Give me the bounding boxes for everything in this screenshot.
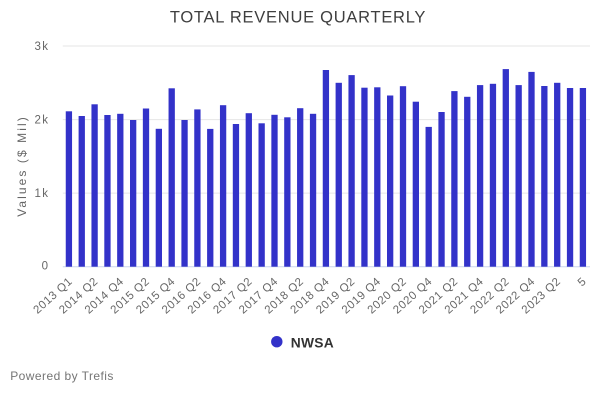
svg-text:TOTAL REVENUE QUARTERLY: TOTAL REVENUE QUARTERLY xyxy=(170,9,426,27)
svg-text:3k: 3k xyxy=(35,41,50,53)
svg-text:NWSA: NWSA xyxy=(291,335,334,350)
svg-text:0: 0 xyxy=(42,261,50,273)
svg-text:1k: 1k xyxy=(35,188,50,200)
svg-text:Values ($ Mil): Values ($ Mil) xyxy=(15,115,29,217)
svg-text:2k: 2k xyxy=(35,115,50,127)
svg-text:Powered by Trefis: Powered by Trefis xyxy=(10,369,114,383)
